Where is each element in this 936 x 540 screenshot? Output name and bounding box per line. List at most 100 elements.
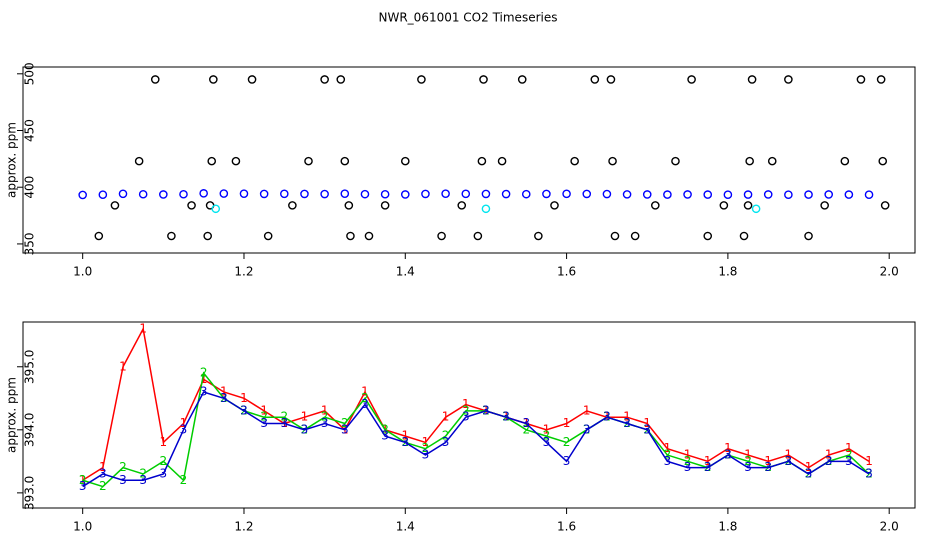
point-marker: 1	[160, 435, 168, 449]
point-marker: 2	[462, 403, 470, 417]
point	[784, 190, 793, 200]
point	[118, 189, 128, 199]
point-marker: 3	[522, 416, 530, 430]
point	[437, 231, 446, 241]
point-marker: 3	[260, 416, 268, 430]
point-marker: 2	[200, 366, 208, 380]
point	[380, 189, 390, 199]
point	[844, 190, 854, 199]
point-marker: 3	[422, 448, 430, 462]
point	[610, 231, 620, 241]
point-marker: 2	[180, 473, 188, 487]
point	[259, 189, 269, 199]
point	[550, 201, 559, 210]
point-marker: 1	[805, 460, 813, 474]
point	[167, 231, 176, 241]
point-marker: 2	[522, 422, 530, 436]
point	[622, 190, 632, 199]
point-marker: 1	[845, 441, 853, 455]
point-marker: 3	[321, 416, 329, 430]
point-marker: 3	[623, 416, 631, 430]
point-marker: 3	[220, 391, 228, 405]
point	[820, 201, 829, 210]
point	[763, 190, 773, 199]
y-axis-label: approx. ppm	[5, 122, 19, 198]
x-tick-label: 2.0	[880, 520, 899, 534]
x-tick-label: 1.4	[396, 520, 415, 534]
point-marker: 3	[865, 466, 873, 480]
point	[461, 189, 471, 199]
y-axis-label: approx. ppm	[5, 377, 19, 453]
point	[876, 75, 886, 84]
point	[209, 75, 218, 84]
point-marker: 3	[401, 435, 409, 449]
point-marker: 3	[785, 454, 793, 468]
point	[98, 190, 108, 200]
point	[590, 75, 600, 84]
point-marker: 3	[240, 403, 248, 417]
point	[94, 231, 104, 241]
point-marker: 1	[361, 384, 369, 398]
point-marker: 1	[200, 372, 208, 386]
point	[743, 201, 753, 210]
point-marker: 3	[361, 397, 369, 411]
point-marker: 2	[99, 479, 107, 493]
point	[582, 189, 592, 199]
point	[481, 189, 491, 199]
point	[840, 156, 850, 166]
point-marker: 3	[764, 460, 772, 474]
point-marker: 3	[845, 454, 853, 468]
point	[344, 201, 354, 210]
point	[110, 201, 120, 210]
point-marker: 2	[381, 422, 389, 436]
point-marker: 3	[381, 429, 389, 443]
point-marker: 3	[160, 466, 168, 480]
point	[671, 156, 680, 166]
point-marker: 3	[301, 422, 309, 436]
point-marker: 2	[139, 466, 147, 480]
point	[703, 190, 713, 199]
point-marker: 1	[240, 391, 248, 405]
point-marker: 3	[563, 454, 571, 468]
point	[199, 189, 208, 198]
x-tick-label: 1.0	[73, 520, 92, 534]
point	[630, 231, 640, 241]
point	[479, 75, 488, 84]
y-tick-label: 400	[23, 176, 37, 199]
point	[723, 190, 733, 200]
point-marker: 1	[260, 403, 268, 417]
point	[138, 189, 148, 199]
point	[880, 201, 890, 210]
x-tick-label: 2.0	[880, 265, 899, 279]
point	[473, 231, 483, 241]
point-marker: 2	[422, 441, 430, 455]
point	[703, 231, 713, 241]
point	[380, 201, 390, 210]
point-marker: 1	[462, 397, 470, 411]
point-marker: 2	[260, 410, 268, 424]
point-marker: 3	[603, 410, 611, 424]
point-marker: 2	[563, 435, 571, 449]
point-marker: 1	[321, 403, 329, 417]
y-tick-label: 350	[23, 232, 37, 255]
point-marker: 1	[119, 359, 127, 373]
point	[651, 201, 660, 210]
point-marker: 2	[442, 429, 450, 443]
point-marker: 1	[422, 435, 430, 449]
point-marker: 2	[543, 429, 551, 443]
x-tick-label: 1.2	[234, 265, 253, 279]
point	[134, 156, 144, 166]
point	[534, 231, 543, 241]
point-marker: 1	[220, 384, 228, 398]
point-marker: 3	[200, 384, 208, 398]
point	[441, 189, 450, 198]
point	[477, 156, 487, 166]
x-tick-label: 1.0	[73, 265, 92, 279]
point	[747, 75, 757, 84]
point-marker: 1	[623, 410, 631, 424]
point	[751, 204, 761, 214]
point	[784, 75, 793, 84]
point-marker: 2	[280, 410, 288, 424]
point	[481, 204, 491, 214]
point-marker: 2	[684, 454, 692, 468]
